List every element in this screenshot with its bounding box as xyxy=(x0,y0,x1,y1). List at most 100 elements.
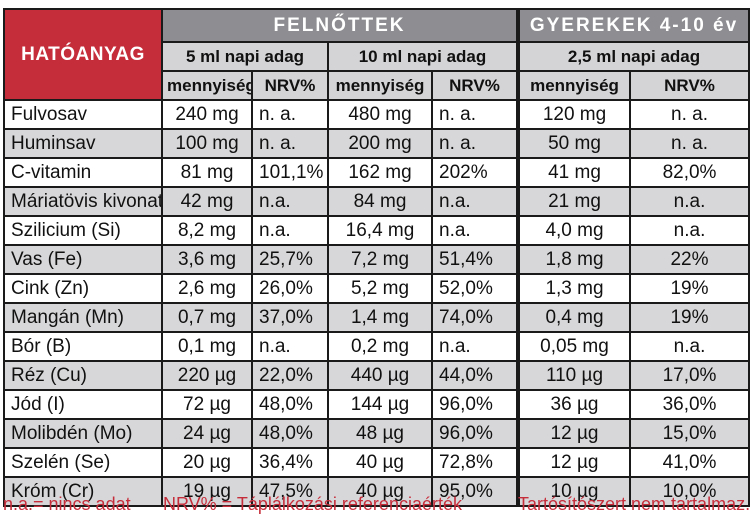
cell-substance: Króm (Cr) xyxy=(3,476,163,507)
cell-nrv-child: n. a. xyxy=(628,128,751,159)
cell-amount-adult-10: 40 µg xyxy=(327,476,433,507)
cell-substance: Cink (Zn) xyxy=(3,273,163,304)
table-row: Szilicium (Si) 8,2 mg n.a. 16,4 mg n.a. 4,0 m… xyxy=(3,215,751,246)
cell-nrv-adult-5: n.a. xyxy=(251,215,329,246)
cell-nrv-adult-10: n. a. xyxy=(431,99,519,130)
table-body: Fulvosav 240 mg n. a. 480 mg n. a. 120 mg n. a… xyxy=(3,99,751,507)
cell-amount-adult-5: 240 mg xyxy=(161,99,253,130)
cell-amount-adult-10: 162 mg xyxy=(327,157,433,188)
dose-child-header: 2,5 ml napi adag xyxy=(515,41,751,72)
cell-amount-adult-5: 20 µg xyxy=(161,447,253,478)
cell-nrv-adult-5: n. a. xyxy=(251,99,329,130)
table-row: Cink (Zn) 2,6 mg 26,0% 5,2 mg 52,0% 1,3 mg 19% xyxy=(3,273,751,304)
table-row: Molibdén (Mo) 24 µg 48,0% 48 µg 96,0% 12 µg 15… xyxy=(3,418,751,449)
cell-amount-child: 1,8 mg xyxy=(516,244,631,275)
col-amount-adult-5: mennyiség xyxy=(161,70,253,101)
col-nrv-adult-5: NRV% xyxy=(251,70,329,101)
cell-nrv-adult-10: 72,8% xyxy=(431,447,519,478)
cell-amount-child: 1,3 mg xyxy=(516,273,631,304)
col-amount-adult-10: mennyiség xyxy=(327,70,433,101)
cell-nrv-adult-10: n.a. xyxy=(431,215,519,246)
cell-nrv-child: 22% xyxy=(628,244,751,275)
cell-nrv-child: n.a. xyxy=(628,215,751,246)
cell-nrv-adult-5: 101,1% xyxy=(251,157,329,188)
cell-nrv-child: 19% xyxy=(628,302,751,333)
cell-amount-child: 120 mg xyxy=(516,99,631,130)
cell-amount-adult-10: 16,4 mg xyxy=(327,215,433,246)
cell-nrv-adult-5: 25,7% xyxy=(251,244,329,275)
cell-nrv-child: 15,0% xyxy=(628,418,751,449)
cell-nrv-child: 82,0% xyxy=(628,157,751,188)
cell-amount-adult-5: 3,6 mg xyxy=(161,244,253,275)
cell-nrv-child: 36,0% xyxy=(628,389,751,420)
cell-nrv-adult-10: 96,0% xyxy=(431,389,519,420)
col-amount-child: mennyiség xyxy=(516,70,631,101)
cell-substance: C-vitamin xyxy=(3,157,163,188)
cell-amount-child: 110 µg xyxy=(516,360,631,391)
table-row: Máriatövis kivonat 42 mg n.a. 84 mg n.a. 21 m… xyxy=(3,186,751,217)
table-row: Szelén (Se) 20 µg 36,4% 40 µg 72,8% 12 µg 41,0… xyxy=(3,447,751,478)
cell-amount-adult-5: 19 µg xyxy=(161,476,253,507)
cell-amount-adult-5: 8,2 mg xyxy=(161,215,253,246)
cell-amount-adult-10: 84 mg xyxy=(327,186,433,217)
dose-adult-10-header: 10 ml napi adag xyxy=(327,41,519,72)
cell-substance: Huminsav xyxy=(3,128,163,159)
cell-substance: Mangán (Mn) xyxy=(3,302,163,333)
cell-substance: Réz (Cu) xyxy=(3,360,163,391)
cell-nrv-child: n.a. xyxy=(628,331,751,362)
cell-substance: Vas (Fe) xyxy=(3,244,163,275)
cell-nrv-child: n.a. xyxy=(628,186,751,217)
table-row: Mangán (Mn) 0,7 mg 37,0% 1,4 mg 74,0% 0,4 mg 1… xyxy=(3,302,751,333)
footer-na-note: n.a.= nincs adat xyxy=(3,494,131,514)
cell-nrv-adult-5: 26,0% xyxy=(251,273,329,304)
nutrition-table: HATÓANYAG FELNŐTTEK GYEREKEK 4-10 év 5 m… xyxy=(3,8,751,507)
cell-amount-adult-10: 480 mg xyxy=(327,99,433,130)
table-row: Réz (Cu) 220 µg 22,0% 440 µg 44,0% 110 µg 17,0… xyxy=(3,360,751,391)
cell-amount-adult-5: 0,1 mg xyxy=(161,331,253,362)
table-row: Bór (B) 0,1 mg n.a. 0,2 mg n.a. 0,05 mg n.a. xyxy=(3,331,751,362)
cell-amount-adult-5: 42 mg xyxy=(161,186,253,217)
table-row: Króm (Cr) 19 µg 47,5% 40 µg 95,0% 10 µg 10,0% xyxy=(3,476,751,507)
cell-amount-adult-5: 81 mg xyxy=(161,157,253,188)
table-row: Huminsav 100 mg n. a. 200 mg n. a. 50 mg n. a. xyxy=(3,128,751,159)
cell-amount-child: 10 µg xyxy=(516,476,631,507)
cell-amount-adult-5: 220 µg xyxy=(161,360,253,391)
cell-nrv-adult-5: n.a. xyxy=(251,331,329,362)
children-header: GYEREKEK 4-10 év xyxy=(515,8,751,43)
cell-amount-adult-5: 2,6 mg xyxy=(161,273,253,304)
cell-nrv-adult-10: 96,0% xyxy=(431,418,519,449)
cell-amount-adult-5: 0,7 mg xyxy=(161,302,253,333)
cell-nrv-adult-5: 47,5% xyxy=(251,476,329,507)
cell-substance: Fulvosav xyxy=(3,99,163,130)
cell-amount-child: 0,05 mg xyxy=(516,331,631,362)
cell-amount-adult-5: 24 µg xyxy=(161,418,253,449)
cell-nrv-adult-5: 37,0% xyxy=(251,302,329,333)
cell-nrv-adult-10: 44,0% xyxy=(431,360,519,391)
cell-nrv-adult-10: n.a. xyxy=(431,331,519,362)
adults-header: FELNŐTTEK xyxy=(161,8,519,43)
col-nrv-adult-10: NRV% xyxy=(431,70,519,101)
cell-nrv-adult-10: 95,0% xyxy=(431,476,519,507)
cell-nrv-adult-5: n.a. xyxy=(251,186,329,217)
footer-notes: n.a.= nincs adat NRV% = Táplálkozási ref… xyxy=(0,494,753,518)
cell-nrv-child: 41,0% xyxy=(628,447,751,478)
table-row: Fulvosav 240 mg n. a. 480 mg n. a. 120 mg n. a… xyxy=(3,99,751,130)
table-row: Vas (Fe) 3,6 mg 25,7% 7,2 mg 51,4% 1,8 mg 22% xyxy=(3,244,751,275)
cell-substance: Molibdén (Mo) xyxy=(3,418,163,449)
cell-nrv-adult-5: 22,0% xyxy=(251,360,329,391)
cell-nrv-adult-10: 51,4% xyxy=(431,244,519,275)
cell-amount-child: 0,4 mg xyxy=(516,302,631,333)
cell-substance: Bór (B) xyxy=(3,331,163,362)
cell-nrv-child: 17,0% xyxy=(628,360,751,391)
cell-amount-child: 4,0 mg xyxy=(516,215,631,246)
cell-amount-adult-10: 0,2 mg xyxy=(327,331,433,362)
footer-contents-note: Tartósítószert nem tartalmaz. xyxy=(518,494,751,514)
cell-nrv-adult-10: 202% xyxy=(431,157,519,188)
cell-nrv-adult-10: n.a. xyxy=(431,186,519,217)
cell-amount-adult-10: 48 µg xyxy=(327,418,433,449)
cell-substance: Szelén (Se) xyxy=(3,447,163,478)
cell-nrv-adult-10: n. a. xyxy=(431,128,519,159)
cell-amount-child: 12 µg xyxy=(516,418,631,449)
cell-amount-adult-10: 200 mg xyxy=(327,128,433,159)
